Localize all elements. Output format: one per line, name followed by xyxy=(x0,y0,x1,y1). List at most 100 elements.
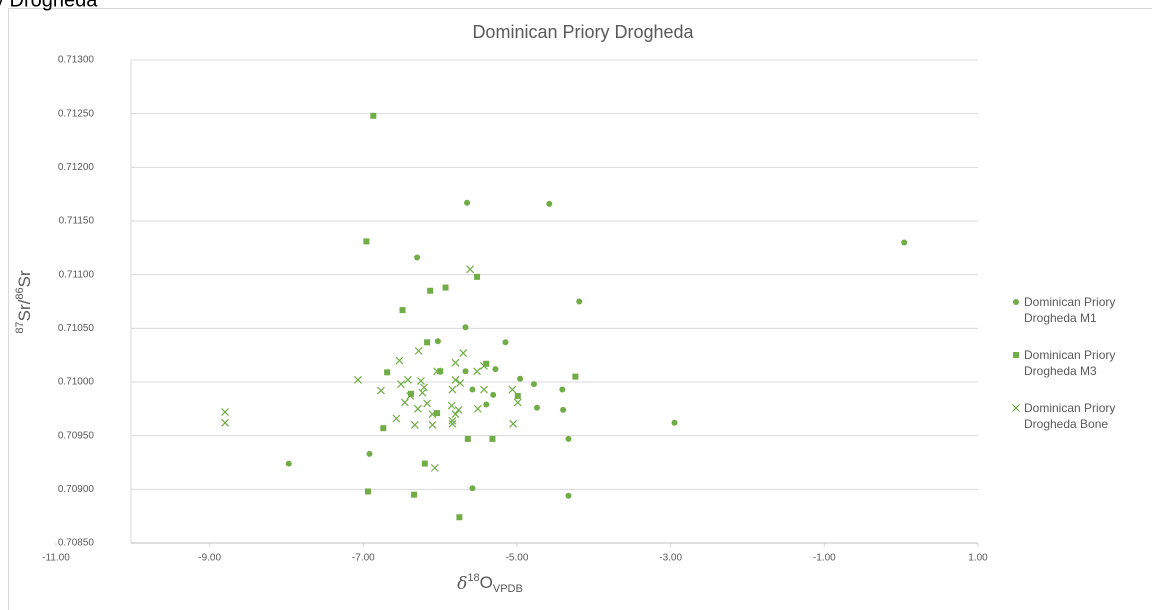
point xyxy=(411,491,418,498)
point xyxy=(427,287,434,294)
y-tick-label: 0.71300 xyxy=(58,55,95,66)
point xyxy=(366,450,373,457)
point xyxy=(514,392,521,399)
y-tick-label: 0.71000 xyxy=(58,377,95,388)
point xyxy=(434,338,441,345)
point xyxy=(451,375,460,384)
point xyxy=(399,307,406,314)
point xyxy=(442,284,449,291)
point xyxy=(671,419,678,426)
point xyxy=(565,435,572,442)
point xyxy=(901,239,908,246)
point xyxy=(483,401,490,408)
point xyxy=(447,401,456,410)
point xyxy=(454,405,463,414)
y-axis-title-part: 87 xyxy=(14,321,26,333)
point xyxy=(490,391,497,398)
point xyxy=(456,514,463,521)
point xyxy=(428,421,437,429)
point xyxy=(430,463,439,472)
x-tick-label: -7.00 xyxy=(352,553,375,564)
legend-marker xyxy=(1013,299,1019,305)
y-tick-label: 0.70850 xyxy=(58,538,95,549)
point xyxy=(459,349,468,357)
legend-entry: Dominican Priory Drogheda M1 xyxy=(1024,295,1116,325)
point xyxy=(517,375,524,382)
point xyxy=(380,425,387,432)
chart-title: Dominican Priory Drogheda xyxy=(472,22,694,42)
x-tick-label: -5.00 xyxy=(506,553,529,564)
point xyxy=(221,418,229,427)
point xyxy=(400,398,409,407)
point xyxy=(410,421,419,429)
point xyxy=(370,112,377,119)
point xyxy=(384,369,391,376)
point xyxy=(363,238,370,245)
point xyxy=(437,368,444,375)
point xyxy=(508,385,517,394)
point xyxy=(559,386,566,393)
x-tick-label: -1.00 xyxy=(813,553,836,564)
point xyxy=(423,399,432,408)
x-tick-label: -11.00 xyxy=(42,553,70,564)
point xyxy=(451,410,460,419)
x-axis-title-part: VPDB xyxy=(493,583,523,595)
point xyxy=(565,492,572,499)
point xyxy=(530,381,537,388)
point xyxy=(466,265,475,274)
point xyxy=(448,416,457,425)
x-tick-label: -9.00 xyxy=(198,553,221,564)
point xyxy=(413,404,422,413)
point xyxy=(418,388,427,397)
chart-border xyxy=(8,8,1152,610)
point xyxy=(406,392,415,400)
point xyxy=(462,368,469,375)
point xyxy=(417,377,425,385)
point xyxy=(509,419,518,428)
point xyxy=(428,410,437,419)
point xyxy=(395,356,404,365)
point xyxy=(480,361,488,370)
y-axis-title-part: Sr/ xyxy=(15,299,34,321)
point xyxy=(464,435,471,442)
legend-entry: Dominican Priory Drogheda M3 xyxy=(1024,348,1116,378)
y-tick-label: 0.71200 xyxy=(58,162,95,173)
y-axis-title: 87Sr/86Sr xyxy=(14,270,35,334)
point xyxy=(433,367,442,376)
point xyxy=(513,398,522,407)
point xyxy=(489,435,496,442)
point xyxy=(560,406,567,413)
x-axis-title-part: 18 xyxy=(467,572,479,584)
legend-label: Dominican Priory Drogheda Bone xyxy=(1024,401,1116,431)
point xyxy=(448,419,457,428)
point xyxy=(354,375,362,384)
y-axis-title-part: 86 xyxy=(14,287,26,299)
point xyxy=(502,339,509,346)
point xyxy=(392,414,401,423)
legend-label: Dominican Priory Drogheda M1 xyxy=(1024,295,1116,325)
x-tick-label: -3.00 xyxy=(659,553,682,564)
y-axis-title-part: Sr xyxy=(15,270,34,287)
y-tick-label: 0.70900 xyxy=(58,484,95,495)
point xyxy=(221,408,229,416)
point xyxy=(572,373,579,380)
point xyxy=(377,386,385,395)
point xyxy=(576,298,583,305)
point xyxy=(403,375,412,384)
point xyxy=(546,200,553,207)
legend-marker xyxy=(1013,352,1019,358)
point xyxy=(451,358,460,367)
point xyxy=(533,404,540,411)
point xyxy=(469,386,476,393)
point xyxy=(448,385,457,394)
y-tick-label: 0.71150 xyxy=(59,216,95,227)
point xyxy=(434,410,441,417)
y-tick-label: 0.70950 xyxy=(58,430,95,441)
legend-label: Dominican Priory Drogheda M3 xyxy=(1024,348,1116,378)
page-fragment: y Drogheda xyxy=(0,0,98,11)
point xyxy=(424,339,431,346)
point xyxy=(421,460,428,467)
point xyxy=(456,379,465,387)
legend-marker xyxy=(1012,404,1020,412)
